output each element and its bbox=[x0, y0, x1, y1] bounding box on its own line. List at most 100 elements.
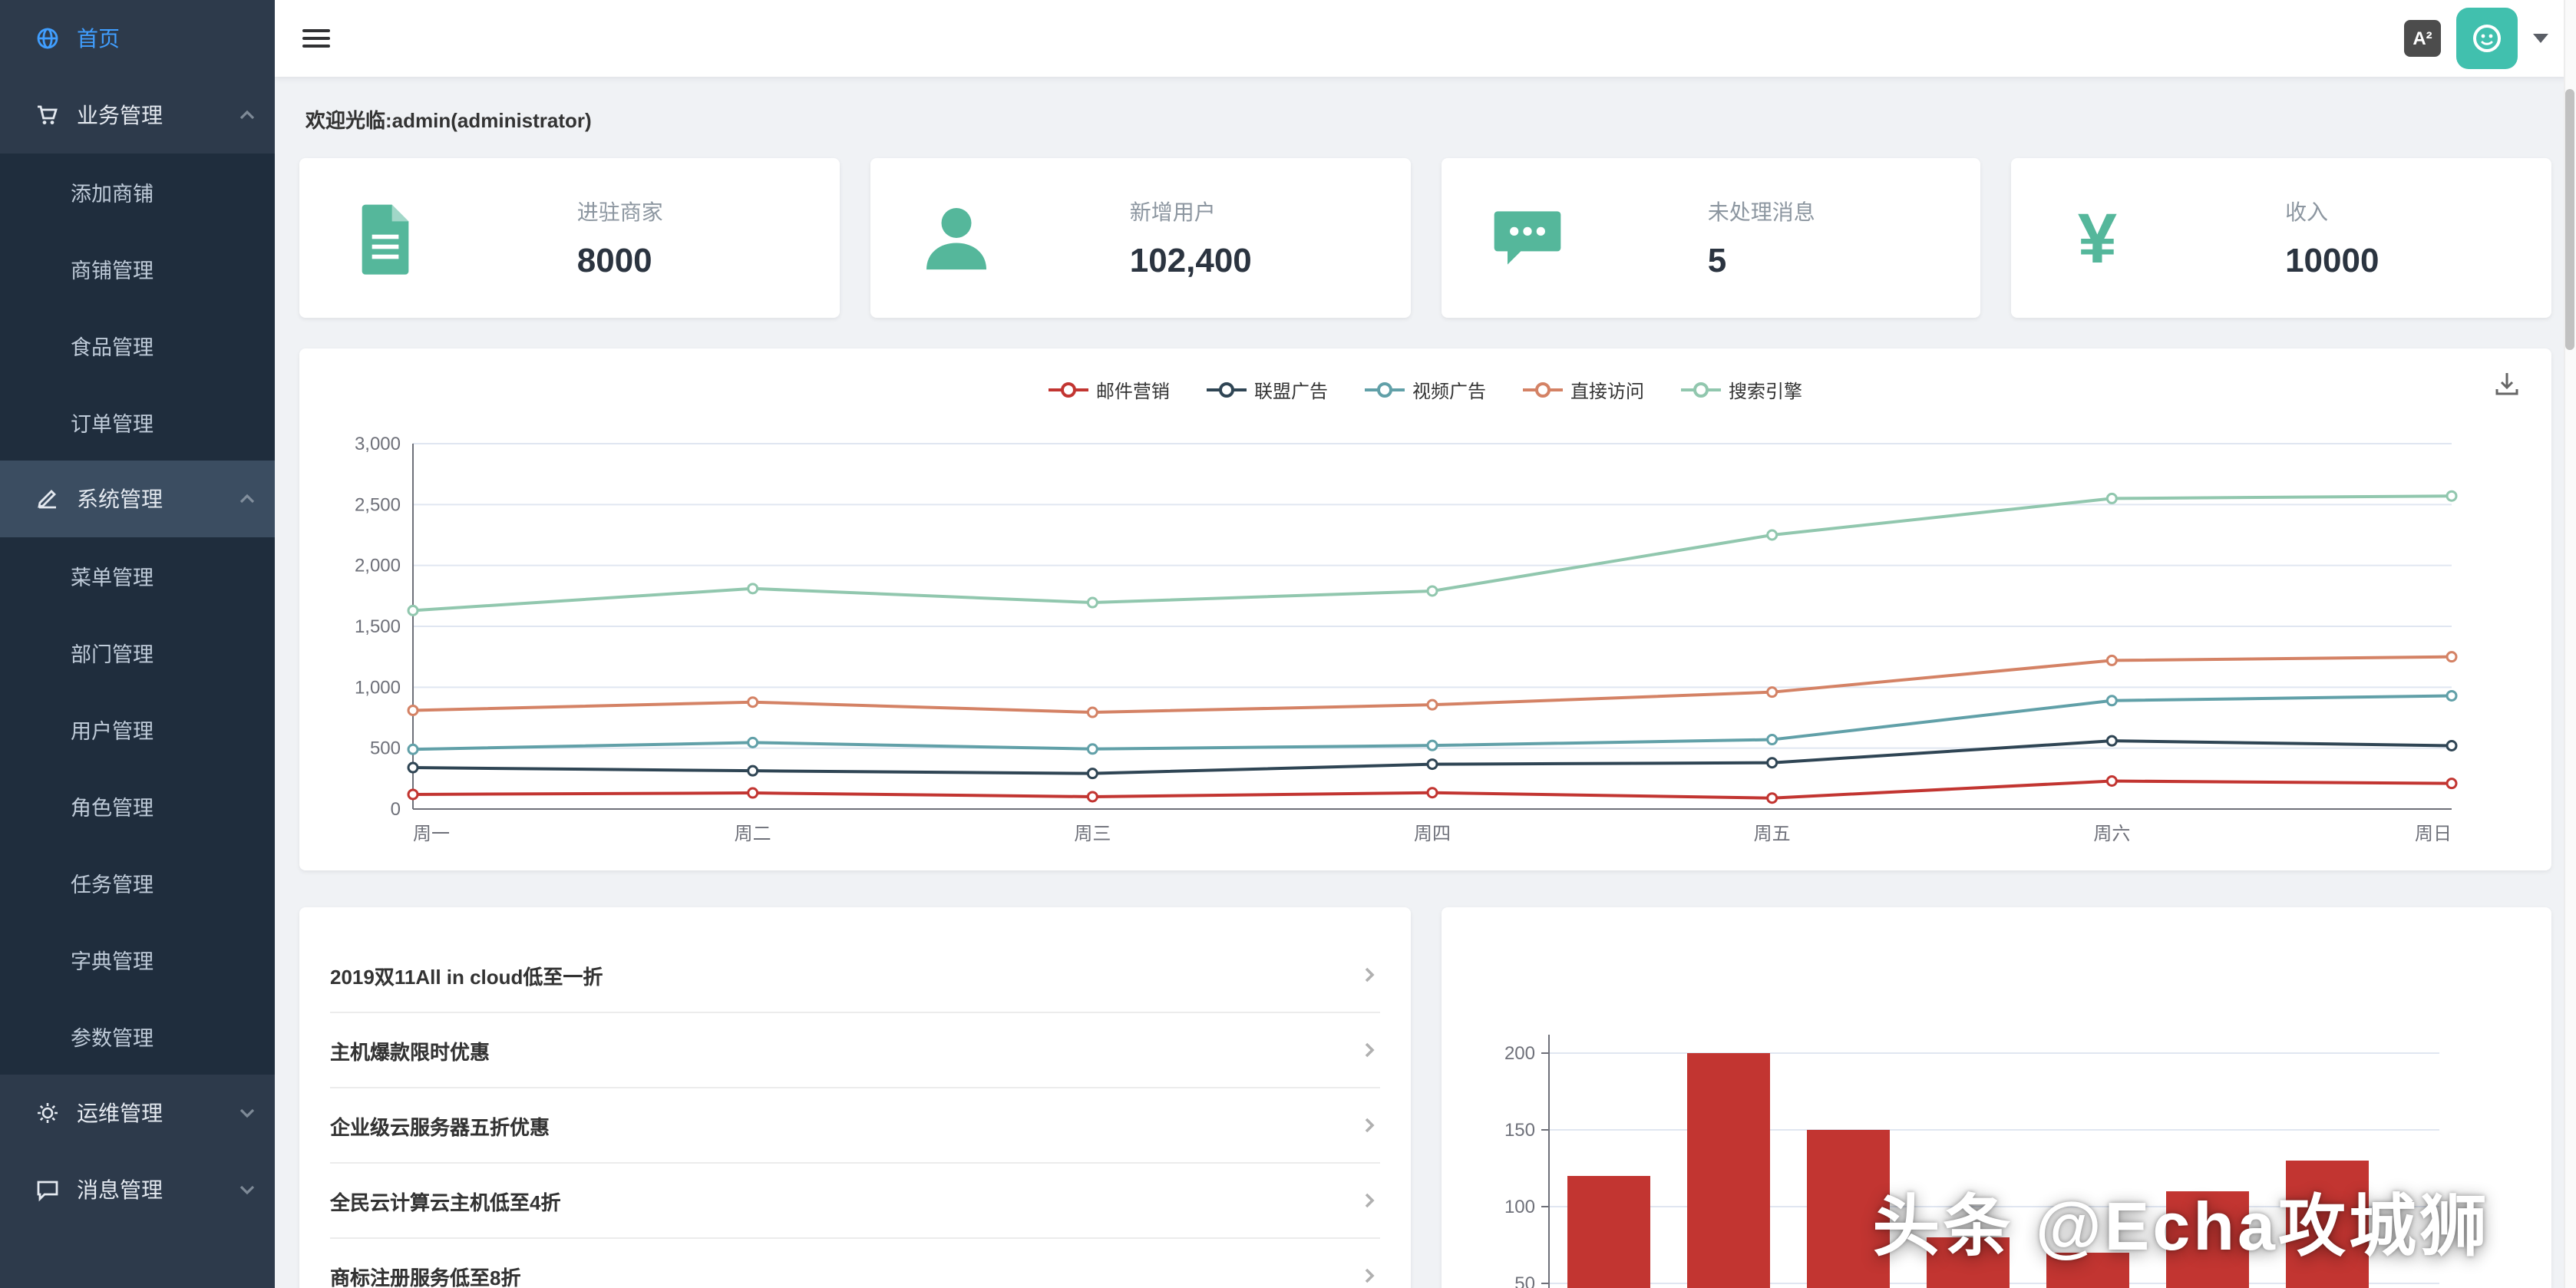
avatar[interactable] bbox=[2456, 8, 2518, 69]
line-chart: 0 500 1,000 1,500 2,000 2,500 3,000 周一 周二 周三 周四 周五 周… bbox=[355, 434, 2458, 844]
sidebar-label: 首页 bbox=[77, 26, 120, 51]
legend-item-direct[interactable]: 直接访问 bbox=[1523, 377, 1644, 403]
stats-row: 进驻商家 8000 新增用户 102,400 bbox=[299, 158, 2551, 318]
legend-item-video-ads[interactable]: 视频广告 bbox=[1364, 377, 1486, 403]
legend-item-union-ads[interactable]: 联盟广告 bbox=[1206, 377, 1328, 403]
stat-card-income: ¥ 收入 10000 bbox=[2011, 158, 2551, 318]
sidebar-item-dept-mgmt[interactable]: 部门管理 bbox=[0, 614, 275, 691]
scrollbar[interactable] bbox=[2564, 0, 2576, 1288]
chevron-up-icon bbox=[238, 107, 256, 123]
svg-text:周二: 周二 bbox=[735, 824, 771, 844]
sidebar-item-user-mgmt[interactable]: 用户管理 bbox=[0, 691, 275, 768]
list-item[interactable]: 全民云计算云主机低至4折 bbox=[330, 1164, 1379, 1239]
sidebar-item-role-mgmt[interactable]: 角色管理 bbox=[0, 768, 275, 844]
line-chart-card: 邮件营销 联盟广告 视频广告 直接访问 bbox=[299, 348, 2551, 870]
gear-icon bbox=[34, 1099, 61, 1127]
chevron-right-icon bbox=[1358, 964, 1379, 986]
stat-value: 102,400 bbox=[1129, 240, 1252, 279]
chevron-down-icon bbox=[238, 1105, 256, 1121]
legend-item-email[interactable]: 邮件营销 bbox=[1048, 377, 1170, 403]
bar-chart-card: 50 100 150 200 bbox=[1441, 907, 2551, 1288]
font-size-icon[interactable]: A² bbox=[2404, 20, 2441, 57]
stat-card-new-users: 新增用户 102,400 bbox=[870, 158, 1410, 318]
svg-text:500: 500 bbox=[370, 738, 401, 759]
stat-card-messages: 未处理消息 5 bbox=[1441, 158, 1981, 318]
sidebar: 首页 业务管理 添加商铺 商铺管理 食品管理 订单管理 bbox=[0, 0, 275, 1288]
svg-text:100: 100 bbox=[1504, 1197, 1534, 1217]
chevron-up-icon bbox=[238, 491, 256, 507]
legend-marker-icon bbox=[1048, 381, 1088, 399]
svg-text:周三: 周三 bbox=[1074, 824, 1111, 844]
list-item[interactable]: 商标注册服务低至8折 bbox=[330, 1239, 1379, 1288]
watermark-text: 头条 @Echa攻城狮 bbox=[1872, 1190, 2490, 1265]
bottom-row: 2019双11All in cloud低至一折 主机爆款限时优惠 企业级云服务器… bbox=[299, 907, 2551, 1288]
sidebar-section-business[interactable]: 业务管理 bbox=[0, 77, 275, 154]
sidebar-label: 业务管理 bbox=[77, 103, 163, 127]
sidebar-item-order-mgmt[interactable]: 订单管理 bbox=[0, 384, 275, 461]
svg-text:2,500: 2,500 bbox=[355, 494, 401, 515]
chevron-right-icon bbox=[1358, 1115, 1379, 1136]
legend-marker-icon bbox=[1681, 381, 1722, 399]
svg-text:150: 150 bbox=[1504, 1120, 1534, 1141]
stat-value: 5 bbox=[1707, 240, 1727, 279]
sidebar-item-home[interactable]: 首页 bbox=[0, 0, 275, 77]
stat-label: 未处理消息 bbox=[1707, 199, 1815, 223]
stat-label: 收入 bbox=[2285, 199, 2329, 223]
sidebar-label: 消息管理 bbox=[77, 1177, 163, 1202]
svg-text:2,000: 2,000 bbox=[355, 556, 401, 576]
download-icon[interactable] bbox=[2493, 370, 2521, 405]
stat-value: 8000 bbox=[576, 240, 652, 279]
legend-marker-icon bbox=[1364, 381, 1405, 399]
svg-text:周六: 周六 bbox=[2093, 824, 2130, 844]
stat-card-merchants: 进驻商家 8000 bbox=[299, 158, 840, 318]
svg-text:周一: 周一 bbox=[413, 824, 450, 844]
chevron-right-icon bbox=[1358, 1190, 1379, 1211]
sidebar-item-add-shop[interactable]: 添加商铺 bbox=[0, 154, 275, 230]
chart-legend: 邮件营销 联盟广告 视频广告 直接访问 bbox=[324, 367, 2527, 413]
sidebar-item-task-mgmt[interactable]: 任务管理 bbox=[0, 844, 275, 921]
list-item[interactable]: 主机爆款限时优惠 bbox=[330, 1013, 1379, 1088]
promo-list: 2019双11All in cloud低至一折 主机爆款限时优惠 企业级云服务器… bbox=[299, 907, 1410, 1288]
scrollbar-thumb[interactable] bbox=[2565, 89, 2574, 350]
sidebar-section-system[interactable]: 系统管理 bbox=[0, 461, 275, 537]
cart-icon bbox=[34, 101, 61, 129]
sidebar-item-menu-mgmt[interactable]: 菜单管理 bbox=[0, 537, 275, 614]
file-icon bbox=[315, 198, 456, 278]
sidebar-section-message[interactable]: 消息管理 bbox=[0, 1151, 275, 1228]
svg-text:200: 200 bbox=[1504, 1043, 1534, 1064]
message-icon bbox=[1456, 198, 1597, 278]
stat-value: 10000 bbox=[2285, 240, 2379, 279]
caret-down-icon[interactable] bbox=[2533, 34, 2548, 43]
sidebar-label: 系统管理 bbox=[77, 487, 163, 511]
svg-text:周五: 周五 bbox=[1754, 824, 1791, 844]
list-item[interactable]: 2019双11All in cloud低至一折 bbox=[330, 938, 1379, 1013]
yen-icon: ¥ bbox=[2077, 198, 2118, 278]
legend-marker-icon bbox=[1206, 381, 1247, 399]
svg-text:0: 0 bbox=[391, 799, 401, 820]
sidebar-item-param-mgmt[interactable]: 参数管理 bbox=[0, 998, 275, 1075]
bar-chart: 50 100 150 200 bbox=[1504, 1035, 2439, 1288]
user-icon bbox=[886, 198, 1027, 278]
legend-item-search-engine[interactable]: 搜索引擎 bbox=[1681, 377, 1802, 403]
chevron-right-icon bbox=[1358, 1039, 1379, 1061]
main-area: A² 欢迎光临:admin(administrator) bbox=[275, 0, 2576, 1288]
svg-text:3,000: 3,000 bbox=[355, 434, 401, 454]
sidebar-label: 运维管理 bbox=[77, 1101, 163, 1125]
chevron-right-icon bbox=[1358, 1265, 1379, 1286]
svg-text:50: 50 bbox=[1514, 1273, 1534, 1288]
home-globe-icon bbox=[34, 25, 61, 52]
welcome-text: 欢迎光临:admin(administrator) bbox=[305, 109, 592, 132]
legend-marker-icon bbox=[1523, 381, 1563, 399]
sidebar-section-ops[interactable]: 运维管理 bbox=[0, 1075, 275, 1151]
sidebar-item-food-mgmt[interactable]: 食品管理 bbox=[0, 307, 275, 384]
svg-text:周四: 周四 bbox=[1414, 824, 1451, 844]
avatar-face-icon bbox=[2473, 25, 2501, 52]
hamburger-menu-icon[interactable] bbox=[296, 18, 336, 58]
speech-bubble-icon bbox=[34, 1176, 61, 1204]
sidebar-item-shop-mgmt[interactable]: 商铺管理 bbox=[0, 230, 275, 307]
svg-text:1,500: 1,500 bbox=[355, 616, 401, 637]
list-item[interactable]: 企业级云服务器五折优惠 bbox=[330, 1088, 1379, 1164]
chevron-down-icon bbox=[238, 1182, 256, 1197]
sidebar-item-dict-mgmt[interactable]: 字典管理 bbox=[0, 921, 275, 998]
